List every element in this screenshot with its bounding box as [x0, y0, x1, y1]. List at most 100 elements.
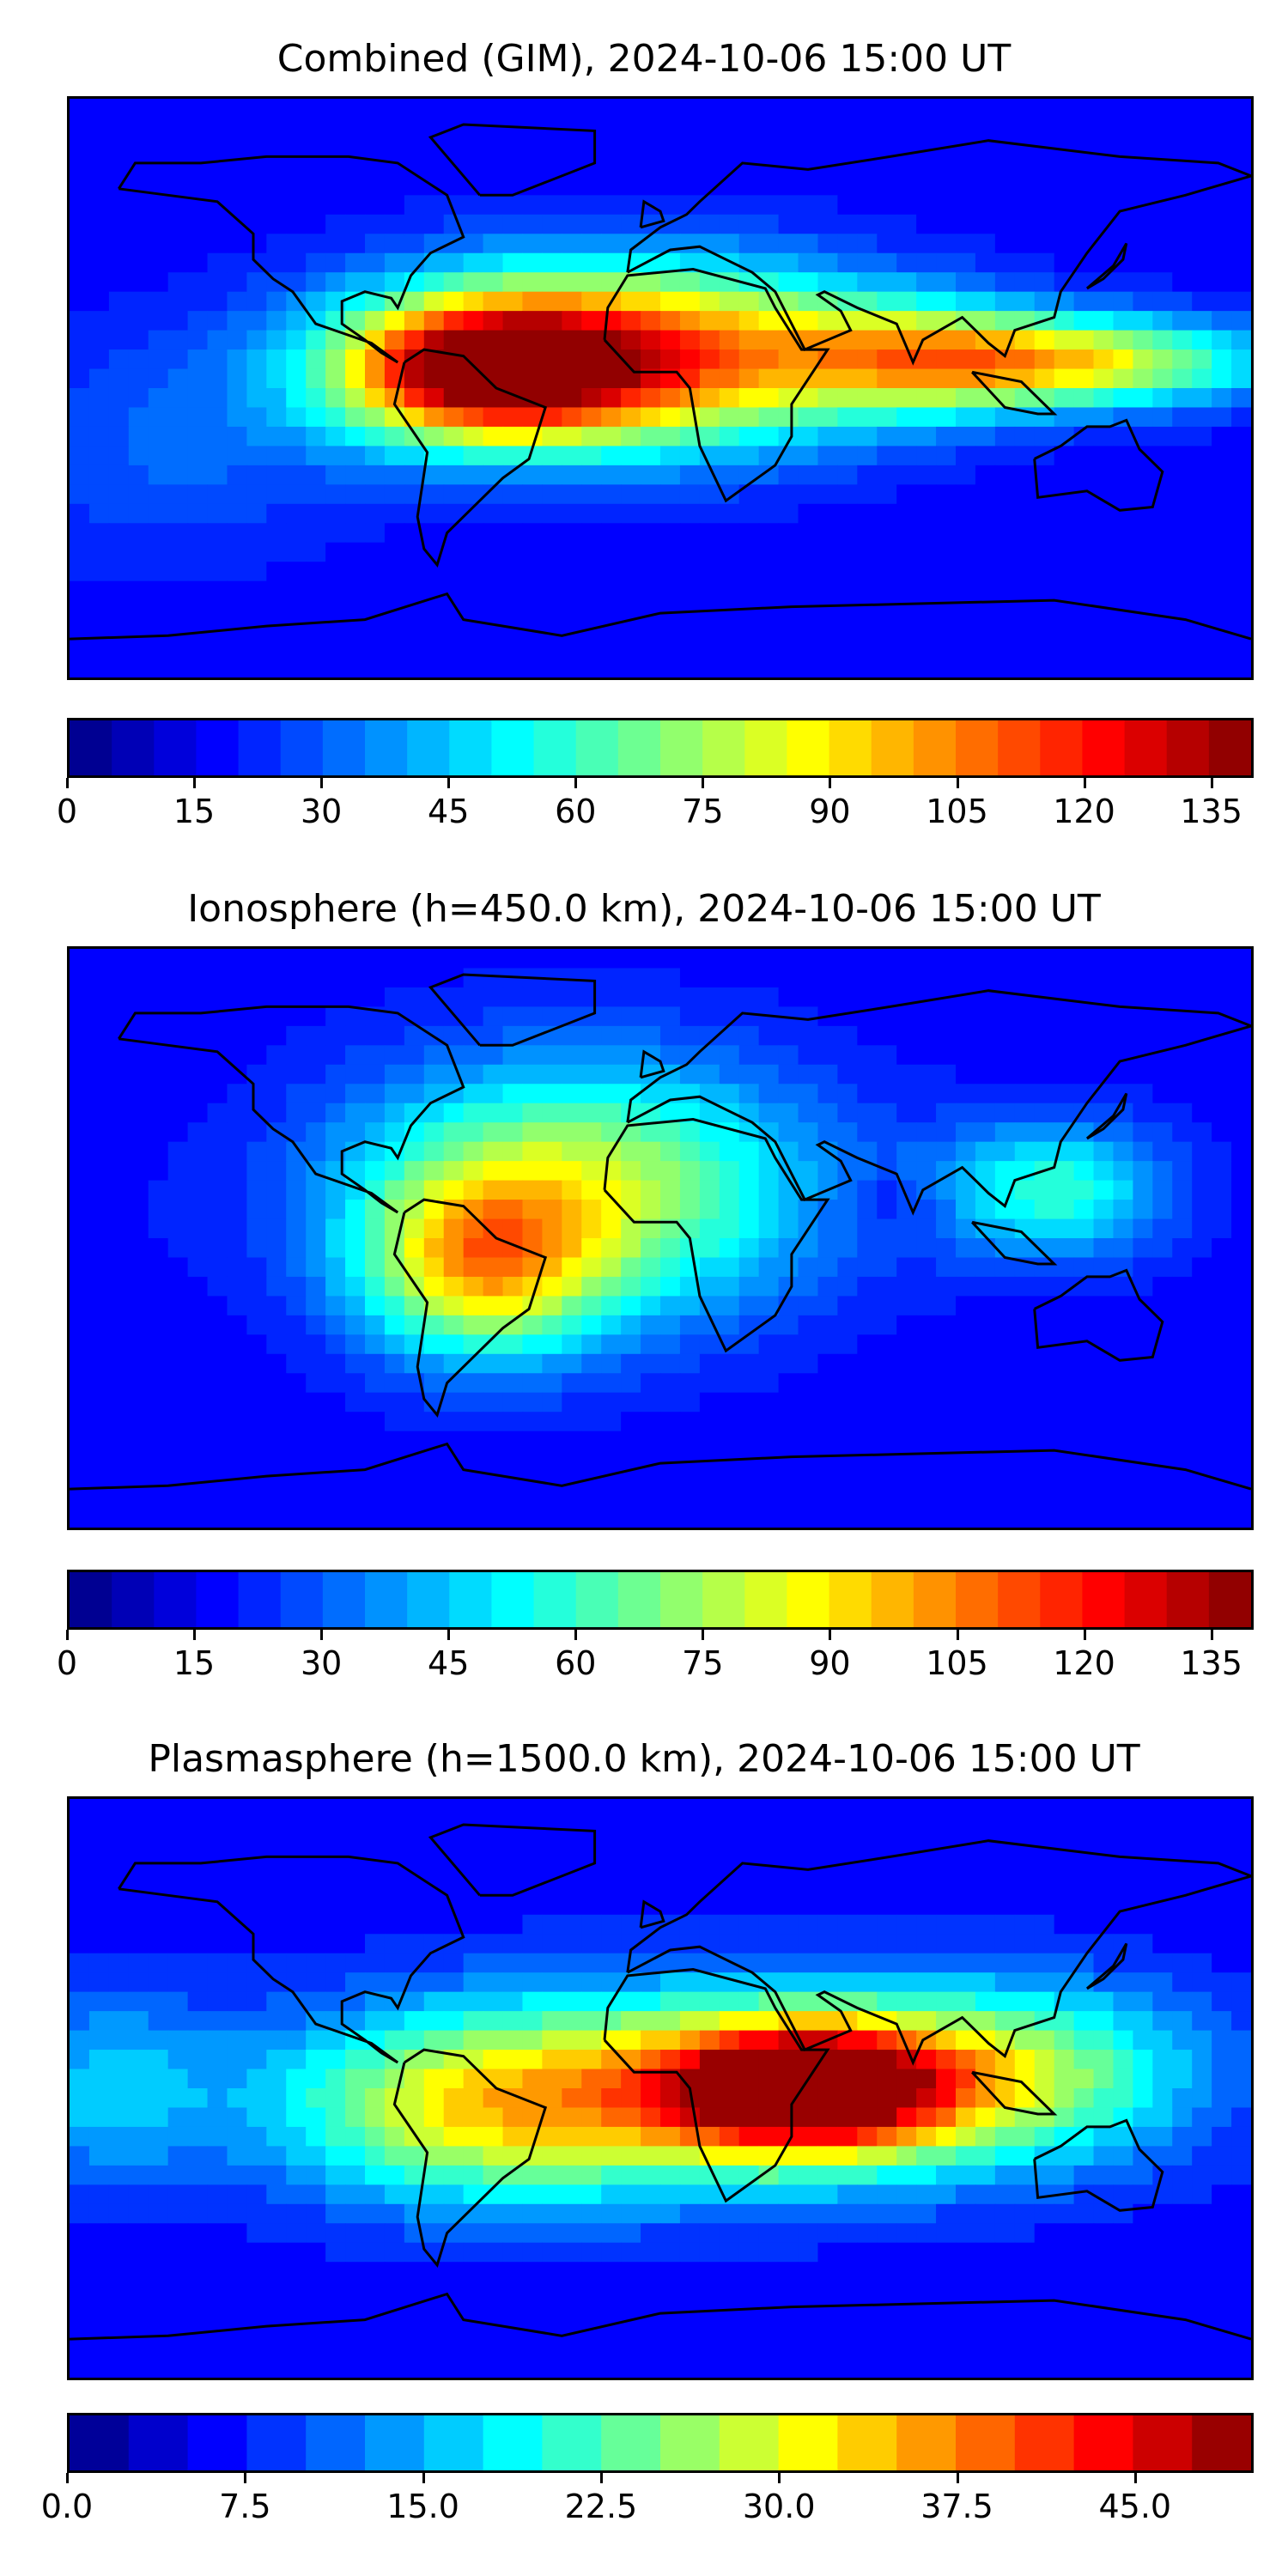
contour-cell	[167, 1914, 189, 1935]
contour-cell	[738, 1895, 760, 1916]
contour-cell	[1212, 446, 1232, 466]
contour-cell	[365, 349, 386, 370]
contour-cell	[679, 1353, 701, 1374]
contour-cell	[286, 2050, 307, 2070]
contour-cell	[877, 1818, 897, 1838]
contour-cell	[679, 1953, 701, 1973]
contour-cell	[562, 311, 582, 331]
colorbar-tick-label: 135	[1180, 793, 1242, 830]
contour-cell	[916, 446, 937, 466]
contour-cell	[798, 562, 819, 582]
contour-cell	[542, 1180, 562, 1200]
contour-cell	[187, 639, 209, 659]
contour-cell	[1192, 580, 1212, 601]
contour-cell	[187, 214, 209, 234]
contour-cell	[502, 600, 524, 621]
contour-cell	[108, 1006, 130, 1027]
contour-cell	[896, 2088, 917, 2109]
contour-cell	[1093, 1238, 1115, 1259]
contour-cell	[227, 1431, 247, 1451]
contour-cell	[108, 1353, 130, 1374]
contour-cell	[266, 252, 287, 273]
contour-cell	[1231, 446, 1251, 466]
colorbar-ticks: 0 15 30 45 60 75 90 105 120 135	[57, 1630, 1254, 1681]
contour-cell	[246, 1508, 267, 1528]
contour-cell	[621, 1180, 641, 1200]
contour-cell	[246, 311, 267, 331]
contour-cell	[1073, 99, 1095, 119]
contour-cell	[975, 1161, 996, 1182]
contour-cell	[128, 2184, 149, 2205]
contour-cell	[699, 949, 720, 969]
contour-cell	[857, 1392, 878, 1413]
contour-cell	[1093, 1895, 1115, 1916]
contour-cell	[108, 1200, 130, 1220]
contour-cell	[148, 1856, 169, 1877]
contour-cell	[758, 1180, 780, 1200]
contour-cell	[70, 1353, 90, 1374]
contour-cell	[1014, 580, 1036, 601]
contour-cell	[1073, 1238, 1095, 1259]
contour-cell	[660, 542, 681, 562]
contour-cell	[837, 1103, 858, 1123]
contour-cell	[325, 1218, 346, 1239]
contour-cell	[128, 658, 149, 677]
contour-cell	[187, 987, 209, 1007]
contour-cell	[699, 1200, 720, 1220]
contour-cell	[1172, 2030, 1193, 2050]
contour-cell	[108, 137, 130, 157]
contour-cell	[956, 291, 976, 312]
contour-cell	[187, 1161, 209, 1182]
contour-cell	[148, 388, 169, 409]
contour-cell	[1152, 1469, 1173, 1490]
contour-cell	[660, 658, 681, 677]
contour-cell	[798, 1450, 819, 1471]
contour-cell	[207, 600, 228, 621]
contour-cell	[1054, 234, 1075, 254]
contour-cell	[837, 311, 858, 331]
contour-cell	[1014, 562, 1036, 582]
contour-cell	[994, 1025, 1016, 1046]
contour-cell	[306, 503, 326, 524]
colorbar-swatch	[491, 720, 535, 775]
contour-cell	[148, 1257, 169, 1278]
contour-cell	[365, 658, 386, 677]
contour-cell	[837, 252, 858, 273]
contour-cell	[483, 562, 504, 582]
contour-cell	[1212, 1238, 1232, 1259]
contour-cell	[1152, 1353, 1173, 1374]
contour-cell	[167, 1953, 189, 1973]
contour-cell	[857, 1238, 878, 1259]
contour-cell	[936, 639, 957, 659]
contour-cell	[817, 1084, 838, 1104]
contour-cell	[877, 137, 897, 157]
contour-cell	[384, 2107, 405, 2128]
contour-cell	[1212, 1895, 1232, 1916]
contour-cell	[207, 1392, 228, 1413]
contour-cell	[601, 542, 622, 562]
contour-cell	[1093, 1064, 1115, 1084]
contour-cell	[877, 968, 897, 988]
contour-cell	[266, 2146, 287, 2166]
contour-cell	[719, 580, 740, 601]
contour-cell	[679, 1064, 701, 1084]
contour-cell	[719, 407, 740, 428]
contour-cell	[936, 156, 957, 177]
contour-cell	[266, 1296, 287, 1316]
contour-cell	[641, 1296, 661, 1316]
contour-cell	[70, 2107, 90, 2128]
contour-cell	[837, 156, 858, 177]
contour-cell	[187, 349, 209, 370]
contour-cell	[443, 600, 465, 621]
contour-cell	[916, 1218, 937, 1239]
contour-cell	[128, 2088, 149, 2109]
contour-cell	[108, 446, 130, 466]
contour-cell	[246, 2069, 267, 2089]
contour-cell	[621, 1818, 641, 1838]
contour-cell	[1133, 1218, 1153, 1239]
contour-cell	[365, 99, 386, 119]
contour-cell	[975, 2050, 996, 2070]
contour-cell	[621, 388, 641, 409]
contour-cell	[70, 1799, 90, 1820]
contour-cell	[522, 1914, 543, 1935]
